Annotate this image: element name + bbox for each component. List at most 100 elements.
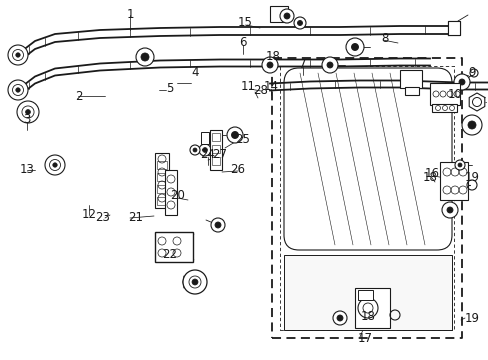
Text: 24: 24 <box>200 148 215 162</box>
Bar <box>429 83 459 105</box>
Bar <box>209 130 222 170</box>
Text: 1: 1 <box>126 9 134 22</box>
Bar <box>155 232 193 262</box>
Bar <box>155 153 169 208</box>
Circle shape <box>336 315 342 321</box>
Text: 7: 7 <box>299 58 306 72</box>
Text: 26: 26 <box>230 163 245 176</box>
Bar <box>439 162 467 200</box>
Circle shape <box>266 62 272 68</box>
Circle shape <box>16 53 20 57</box>
Bar <box>157 197 167 205</box>
Circle shape <box>53 163 57 167</box>
Bar <box>357 290 372 300</box>
Circle shape <box>202 148 207 152</box>
Bar <box>404 87 418 95</box>
Circle shape <box>231 131 238 139</box>
Circle shape <box>332 311 346 325</box>
Circle shape <box>284 13 289 19</box>
Text: 2: 2 <box>75 90 82 103</box>
Circle shape <box>45 155 65 175</box>
Bar <box>212 145 220 153</box>
Circle shape <box>346 38 363 56</box>
Circle shape <box>351 44 358 50</box>
Circle shape <box>192 279 198 285</box>
Text: 17: 17 <box>357 332 372 345</box>
Circle shape <box>458 79 464 85</box>
Bar <box>399 70 421 88</box>
Bar <box>269 6 287 22</box>
Polygon shape <box>468 93 484 111</box>
Bar <box>157 161 167 169</box>
Bar <box>431 104 456 112</box>
Bar <box>212 157 220 165</box>
Circle shape <box>215 222 221 228</box>
Bar <box>212 133 220 141</box>
Circle shape <box>454 160 464 170</box>
Text: 18: 18 <box>422 171 437 184</box>
Circle shape <box>297 21 302 26</box>
Bar <box>164 170 177 215</box>
Text: 18: 18 <box>360 310 375 323</box>
Text: 21: 21 <box>128 211 142 225</box>
Circle shape <box>183 270 206 294</box>
Text: 19: 19 <box>464 311 479 324</box>
Text: 15: 15 <box>237 17 252 30</box>
Text: 6: 6 <box>239 36 246 49</box>
Circle shape <box>22 106 34 118</box>
Circle shape <box>25 109 30 114</box>
Circle shape <box>199 144 210 156</box>
Text: 19: 19 <box>464 171 479 184</box>
Circle shape <box>362 303 372 313</box>
Text: 28: 28 <box>252 84 267 96</box>
Circle shape <box>321 57 337 73</box>
Text: 5: 5 <box>165 81 173 94</box>
Bar <box>447 21 459 35</box>
Circle shape <box>280 9 293 23</box>
Circle shape <box>141 53 149 61</box>
Text: 16: 16 <box>424 167 439 180</box>
Circle shape <box>469 69 477 77</box>
Text: 13: 13 <box>20 163 34 176</box>
Text: 20: 20 <box>170 189 184 202</box>
Circle shape <box>189 276 201 288</box>
Text: 10: 10 <box>447 89 462 102</box>
Circle shape <box>453 74 469 90</box>
Circle shape <box>13 49 23 60</box>
Text: 22: 22 <box>162 248 177 261</box>
Text: 25: 25 <box>235 134 249 147</box>
Text: 14: 14 <box>263 81 278 94</box>
Circle shape <box>441 202 457 218</box>
Circle shape <box>136 48 154 66</box>
Text: 27: 27 <box>212 148 227 162</box>
Text: 18: 18 <box>265 50 280 63</box>
Text: 3: 3 <box>23 113 31 126</box>
Circle shape <box>8 45 28 65</box>
Bar <box>354 288 389 328</box>
Circle shape <box>293 17 305 29</box>
Circle shape <box>461 115 481 135</box>
Circle shape <box>326 62 332 68</box>
Bar <box>201 132 208 144</box>
Text: 8: 8 <box>380 31 387 45</box>
Circle shape <box>13 85 23 95</box>
Text: 11: 11 <box>240 81 255 94</box>
Text: 4: 4 <box>191 67 198 80</box>
Text: 9: 9 <box>467 67 474 80</box>
Circle shape <box>467 121 475 129</box>
Circle shape <box>262 57 278 73</box>
Circle shape <box>210 218 224 232</box>
Circle shape <box>190 145 200 155</box>
Text: 12: 12 <box>81 208 96 221</box>
Circle shape <box>16 88 20 92</box>
Bar <box>284 255 451 330</box>
Bar <box>157 185 167 193</box>
Circle shape <box>226 127 243 143</box>
Circle shape <box>49 159 61 171</box>
Circle shape <box>457 163 461 167</box>
Circle shape <box>357 298 377 318</box>
Text: 23: 23 <box>95 211 110 225</box>
Circle shape <box>8 80 28 100</box>
Circle shape <box>17 101 39 123</box>
Bar <box>157 173 167 181</box>
